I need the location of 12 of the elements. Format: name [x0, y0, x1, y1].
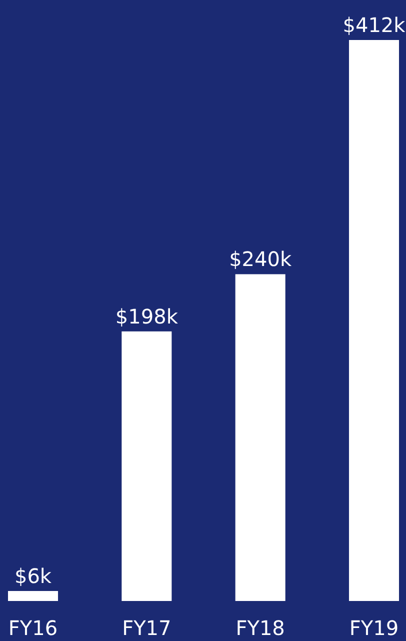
- bar: [122, 331, 172, 601]
- data-label: $412k: [342, 13, 406, 37]
- data-label: $6k: [14, 564, 52, 588]
- data-label: $198k: [115, 304, 178, 328]
- bar: [8, 591, 58, 601]
- bar: [235, 274, 286, 601]
- x-tick-label: FY17: [122, 616, 172, 640]
- data-label: $240k: [229, 247, 292, 272]
- x-tick-label: FY16: [8, 616, 58, 640]
- bar: [348, 40, 399, 601]
- x-tick-label: FY18: [236, 616, 285, 640]
- x-tick-label: FY19: [349, 616, 399, 640]
